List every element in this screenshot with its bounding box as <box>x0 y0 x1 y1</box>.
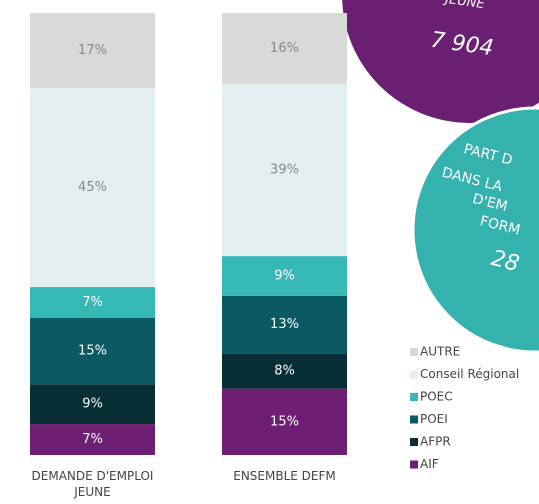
legend-swatch <box>410 348 418 356</box>
bar-segment <box>222 353 347 389</box>
value-label: 39% <box>270 162 299 177</box>
legend-swatch <box>410 438 418 446</box>
legend-label: AUTRE <box>420 345 460 359</box>
bar-segment <box>30 317 155 385</box>
bar-segment <box>222 13 347 84</box>
value-label: 15% <box>78 344 107 359</box>
value-label: 7% <box>82 295 103 310</box>
legend-label: AIF <box>420 457 439 471</box>
value-label: 17% <box>78 43 107 58</box>
bar-segment <box>222 388 347 455</box>
bar-segment <box>222 295 347 354</box>
bar-segment <box>30 88 155 288</box>
value-label: 9% <box>82 397 103 412</box>
legend-label: POEC <box>420 390 453 404</box>
annotation-circle <box>342 0 539 123</box>
annotation-circle <box>411 106 539 354</box>
bar-segment <box>30 13 155 89</box>
value-label: 16% <box>270 41 299 56</box>
legend-label: POEI <box>420 412 448 426</box>
bar-segment <box>222 256 347 296</box>
legend-swatch <box>410 370 418 379</box>
legend-swatch <box>410 393 418 401</box>
x-tick-label: ENSEMBLE DEFM <box>233 469 336 483</box>
bar-segment <box>30 384 155 425</box>
legend-label: Conseil Régional <box>420 367 519 381</box>
value-label: 15% <box>270 414 299 429</box>
x-tick-label: DEMANDE D'EMPLOI JEUNE <box>31 469 154 499</box>
bar-segment <box>30 287 155 318</box>
value-label: 45% <box>78 180 107 195</box>
bar-segment <box>30 424 155 455</box>
value-label: 8% <box>274 364 295 379</box>
value-label: 9% <box>274 268 295 283</box>
legend-swatch <box>410 415 418 424</box>
bar-segment <box>222 83 347 257</box>
legend-swatch <box>410 460 418 469</box>
value-label: 7% <box>82 432 103 447</box>
legend-label: AFPR <box>420 435 451 449</box>
value-label: 13% <box>270 317 299 332</box>
